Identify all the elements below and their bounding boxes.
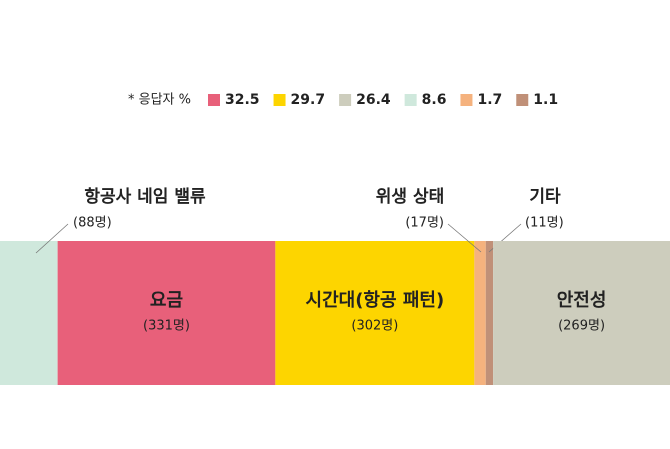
legend-swatch	[404, 94, 417, 106]
segment-count: (88명)	[73, 216, 112, 231]
legend-swatch	[208, 94, 220, 106]
segment-label: 시간대(항공 패턴)	[306, 290, 445, 311]
segment-count: (17명)	[405, 216, 444, 231]
legend-label: 26.4	[356, 92, 391, 108]
legend-label: 29.7	[291, 92, 326, 108]
bar-segment	[57, 241, 276, 385]
bar-segment	[0, 241, 58, 385]
legend-swatch	[339, 94, 352, 106]
leader-line	[35, 223, 69, 254]
leader-line	[447, 223, 482, 253]
segment-count: (302명)	[351, 319, 398, 334]
legend-label: 1.7	[477, 92, 502, 108]
bar-segment	[474, 241, 486, 385]
segment-label: 위생 상태	[376, 187, 444, 207]
segment-label: 안전성	[557, 290, 607, 311]
segment-count: (11명)	[525, 216, 564, 231]
segment-count: (269명)	[558, 319, 605, 334]
segment-count: (331명)	[143, 319, 190, 334]
bar-segment	[493, 241, 670, 385]
legend-title: * 응답자 %	[128, 93, 191, 108]
segment-label: 요금	[150, 290, 183, 311]
bar-segment	[485, 241, 494, 385]
segment-label: 항공사 네임 밸류	[84, 186, 206, 207]
legend-label: 1.1	[533, 92, 558, 108]
legend-label: 32.5	[225, 92, 260, 108]
legend-swatch	[273, 94, 286, 106]
legend-swatch	[460, 94, 473, 106]
legend-swatch	[516, 94, 529, 106]
bar-segment	[275, 241, 475, 385]
legend-label: 8.6	[422, 92, 447, 108]
segment-label: 기타	[529, 187, 561, 207]
